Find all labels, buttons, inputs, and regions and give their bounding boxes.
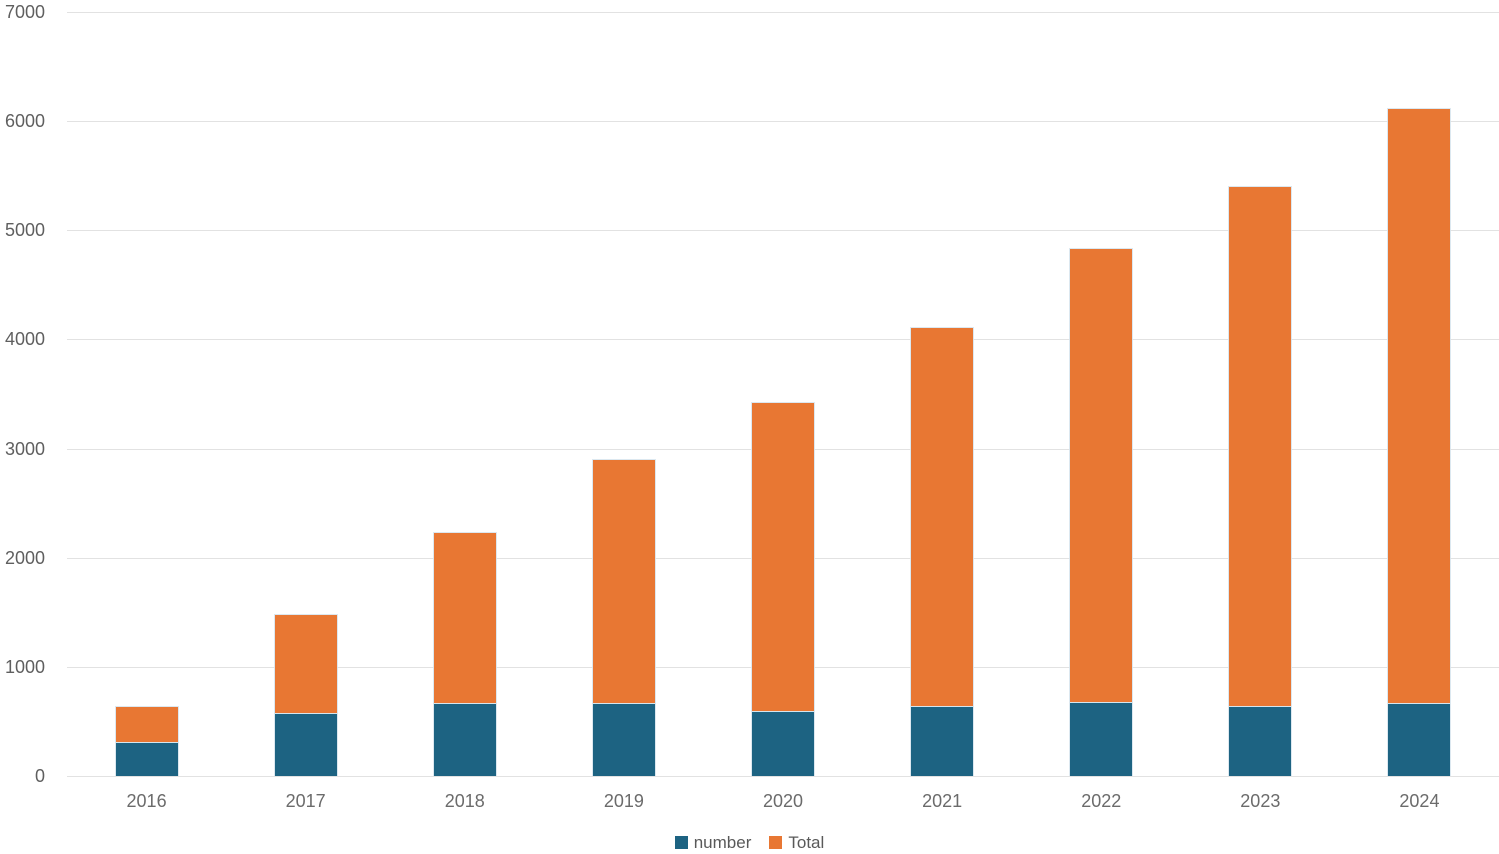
- bar-group-2016: [114, 706, 179, 776]
- gridline-5000: [67, 230, 1499, 232]
- x-tick-label-2019: 2019: [603, 791, 644, 811]
- bar-group-2019: [591, 459, 656, 776]
- bar-segment-number-2019: [592, 703, 655, 776]
- legend: number Total: [0, 834, 1499, 851]
- bar-segment-total-2016: [115, 707, 178, 742]
- bar-segment-total-2022: [1070, 248, 1133, 702]
- y-tick-label-7000: 7000: [4, 2, 45, 22]
- y-tick-label-4000: 4000: [4, 329, 45, 350]
- bar-group-2022: [1069, 247, 1134, 776]
- x-tick-label-2018: 2018: [444, 791, 485, 811]
- bar-segment-number-2017: [274, 713, 337, 776]
- bar-segment-number-2023: [1229, 706, 1292, 776]
- x-tick-label-2021: 2021: [922, 791, 963, 811]
- y-tick-label-0: 0: [34, 766, 45, 786]
- x-tick-label-2020: 2020: [762, 791, 804, 811]
- gridline-4000: [67, 339, 1499, 341]
- gridline-7000: [67, 12, 1499, 13]
- bar-group-2018: [432, 531, 497, 776]
- bar-segment-total-2018: [433, 532, 496, 704]
- bar-group-2023: [1228, 185, 1293, 776]
- gridline-6000: [67, 121, 1499, 123]
- bar-segment-number-2018: [433, 703, 496, 776]
- bar-segment-number-2016: [115, 741, 178, 776]
- bar-group-2020: [751, 401, 815, 776]
- bar-segment-number-2024: [1388, 702, 1451, 776]
- x-tick-label-2024: 2024: [1399, 791, 1440, 811]
- gridline-0: [67, 776, 1499, 777]
- bar-group-2024: [1387, 108, 1452, 776]
- legend-label-total: Total: [788, 833, 825, 852]
- total-series-swatch: [769, 836, 783, 849]
- bar-segment-total-2017: [274, 615, 337, 714]
- y-tick-label-5000: 5000: [4, 220, 45, 241]
- x-tick-label-2016: 2016: [126, 791, 167, 811]
- bar-segment-number-2020: [752, 710, 814, 776]
- y-tick-label-3000: 3000: [4, 438, 45, 459]
- bar-segment-total-2024: [1388, 109, 1451, 703]
- bar-group-2021: [910, 327, 975, 776]
- bar-segment-total-2019: [592, 460, 655, 704]
- bar-segment-total-2021: [911, 328, 974, 707]
- y-tick-label-1000: 1000: [4, 656, 45, 677]
- legend-item-number: number: [674, 833, 752, 852]
- bar-segment-total-2023: [1229, 186, 1292, 707]
- bar-segment-total-2020: [752, 402, 814, 711]
- bar-group-2017: [273, 614, 338, 776]
- number-series-swatch: [674, 836, 688, 849]
- x-tick-label-2022: 2022: [1081, 791, 1122, 811]
- x-tick-label-2023: 2023: [1240, 791, 1281, 811]
- y-tick-label-2000: 2000: [4, 547, 45, 568]
- legend-label-number: number: [693, 833, 752, 852]
- x-tick-label-2017: 2017: [285, 791, 326, 811]
- bar-segment-number-2022: [1070, 701, 1133, 776]
- y-tick-label-6000: 6000: [4, 111, 45, 132]
- bar-segment-number-2021: [911, 706, 974, 776]
- legend-item-total: Total: [769, 834, 824, 851]
